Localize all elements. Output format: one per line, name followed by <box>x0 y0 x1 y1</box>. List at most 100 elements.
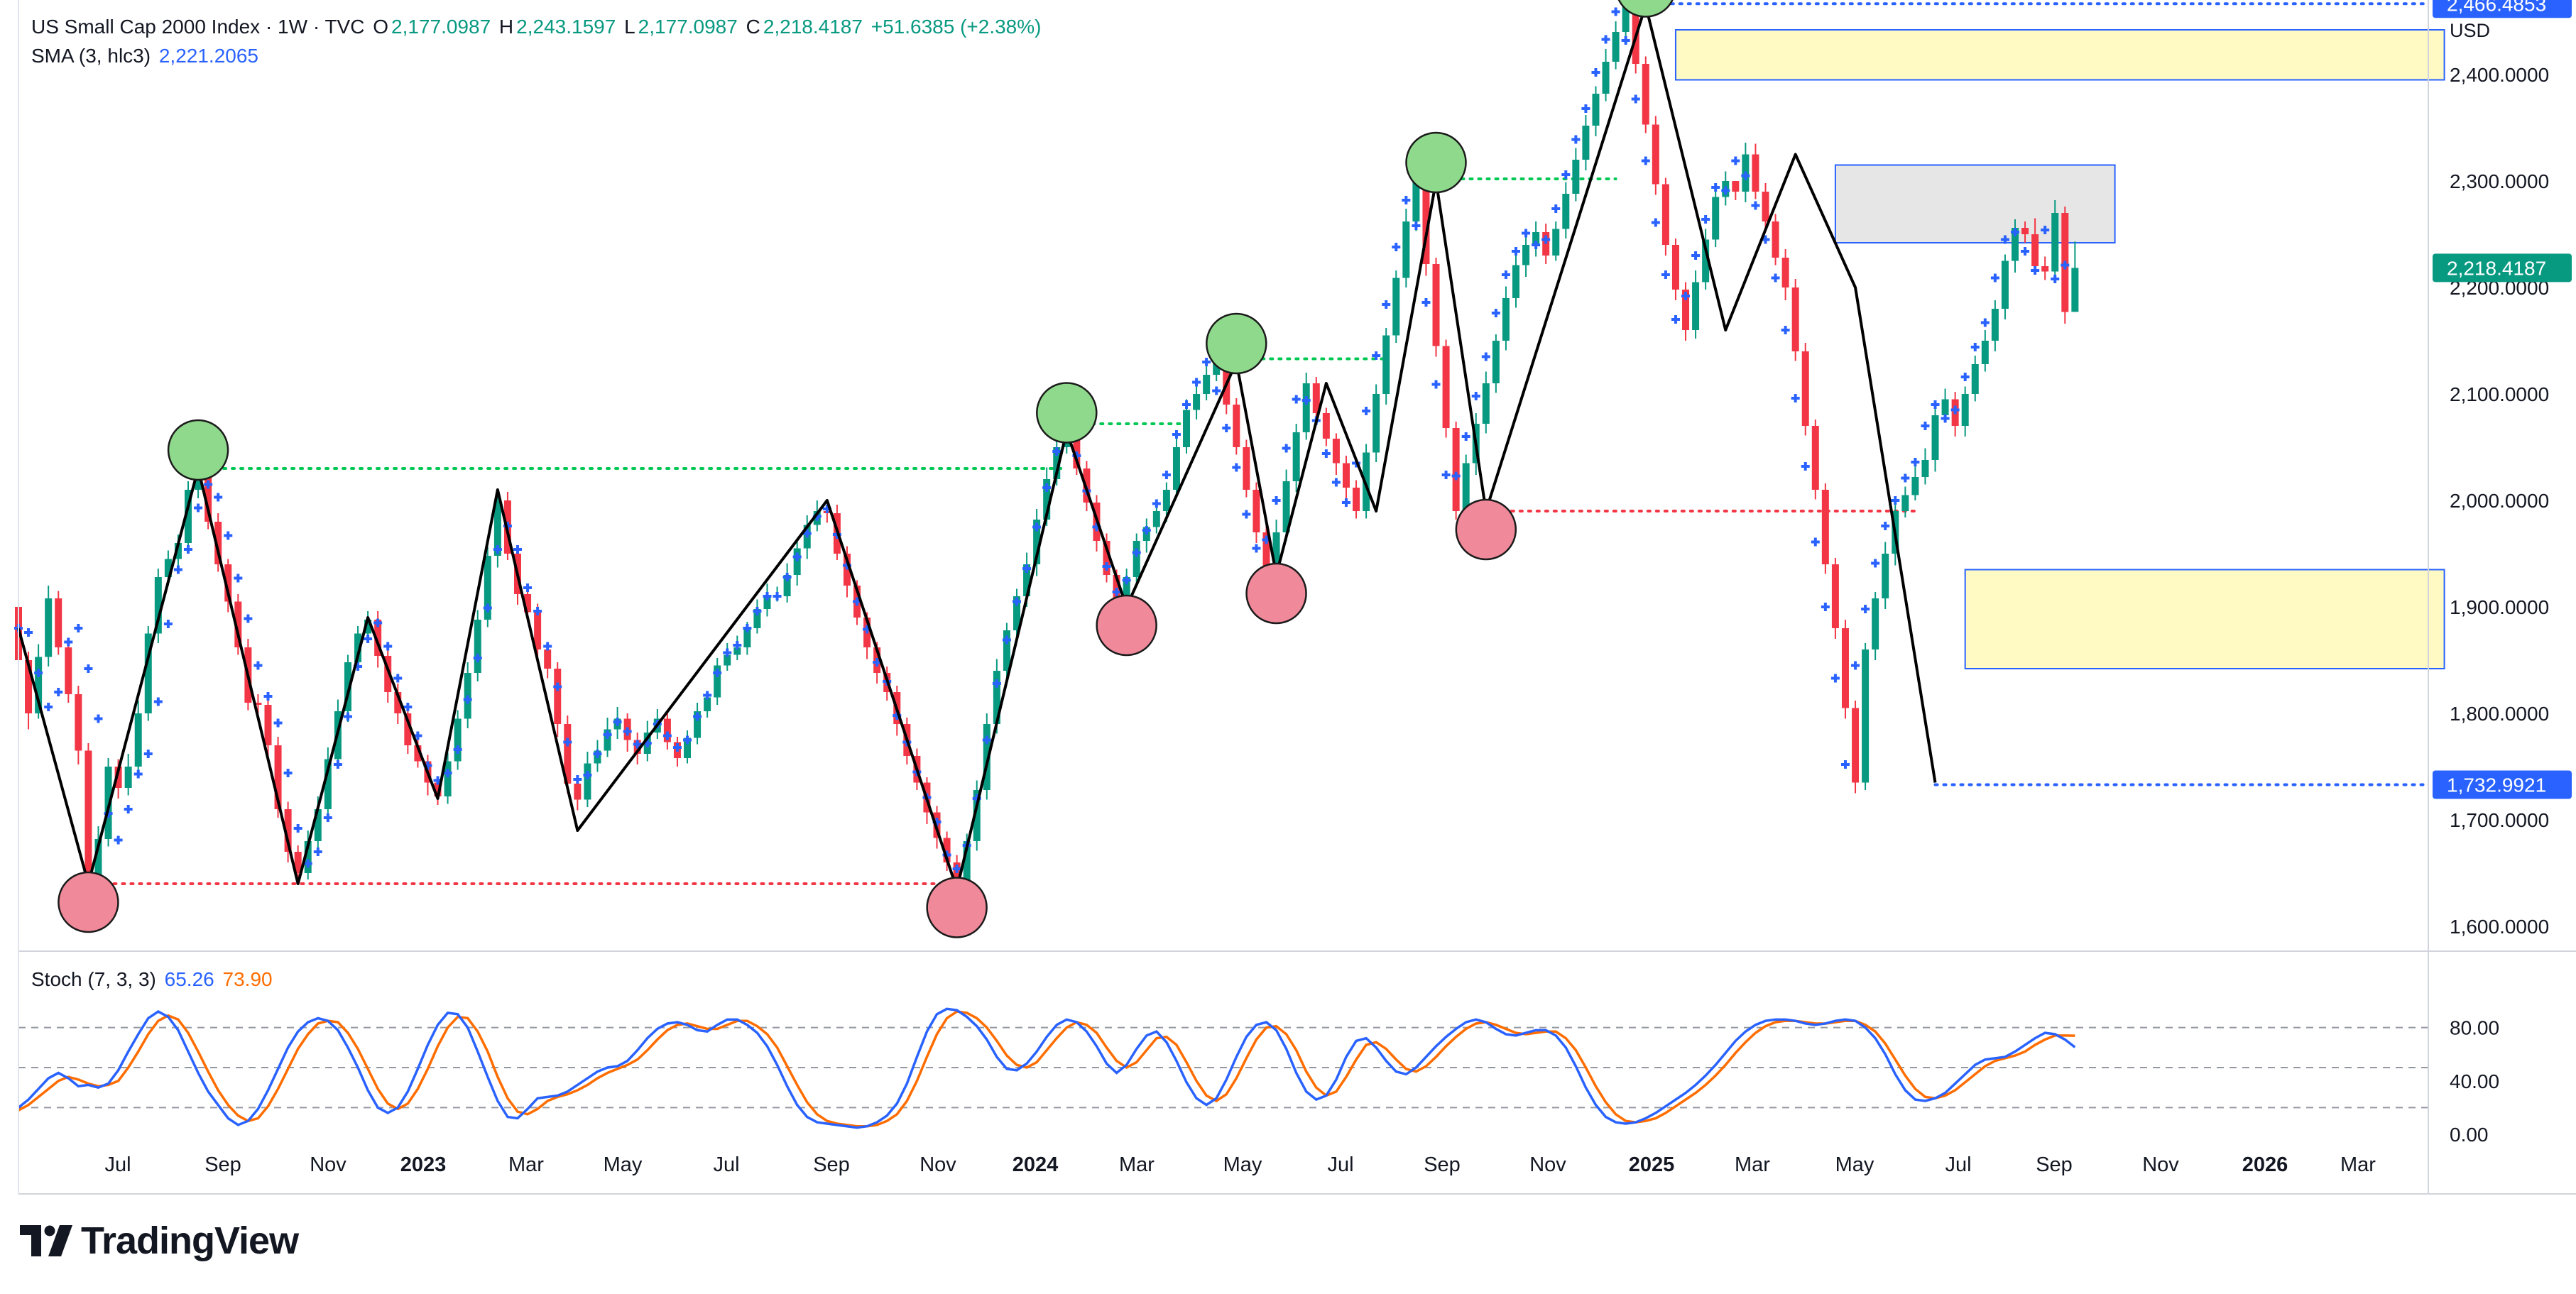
candle-body <box>1921 460 1929 477</box>
candle-body <box>1582 126 1590 160</box>
candle <box>254 694 262 713</box>
candle-body <box>1312 383 1320 413</box>
candle-body <box>174 543 182 559</box>
open-key: O <box>373 16 388 38</box>
candle-body <box>1622 5 1630 32</box>
candle <box>454 710 462 770</box>
candle <box>1572 148 1580 202</box>
sma-point <box>1581 104 1590 113</box>
sma-point <box>792 552 802 561</box>
candle <box>1033 509 1041 576</box>
sma-point <box>143 750 153 758</box>
currency-label[interactable]: USD <box>2450 20 2491 41</box>
sma-point <box>1152 499 1161 508</box>
candle-body <box>1023 564 1031 596</box>
candle-body <box>1882 554 1889 598</box>
candle <box>2041 256 2049 280</box>
candle-body <box>1372 394 1380 453</box>
sma-point <box>153 697 163 706</box>
candle-body <box>1612 32 1620 62</box>
candle <box>1332 433 1340 475</box>
sma-point <box>2021 247 2030 256</box>
candle <box>1282 469 1290 541</box>
candle <box>65 639 72 703</box>
candle-body <box>1781 258 1789 287</box>
candle <box>493 493 501 568</box>
tradingview-logo[interactable]: TradingView <box>20 1219 299 1262</box>
sma-point <box>1212 386 1221 395</box>
ohlc-legend: US Small Cap 2000 Index · 1W · TVC O 2,17… <box>31 16 1044 38</box>
candle-body <box>1233 405 1240 447</box>
candle-body <box>1203 375 1211 394</box>
candle <box>1811 420 1819 500</box>
candle <box>1702 229 1710 290</box>
candle-body <box>1991 309 1999 341</box>
open-value: 2,177.0987 <box>391 16 491 38</box>
sma-point <box>593 750 602 758</box>
candle-body <box>1073 431 1081 468</box>
sma-point <box>753 607 762 615</box>
candle-body <box>544 649 552 669</box>
sma-point <box>1840 760 1850 769</box>
sma-point <box>1791 394 1800 402</box>
candle-body <box>314 809 322 841</box>
candle-body <box>743 628 751 647</box>
candle-body <box>943 838 951 862</box>
candle <box>1991 300 1999 351</box>
sma-point <box>1272 496 1281 505</box>
sma-point <box>493 545 502 554</box>
sma-point <box>1013 597 1021 606</box>
candle-body <box>1502 298 1510 341</box>
symbol-title[interactable]: US Small Cap 2000 Index · 1W · TVC <box>31 16 365 38</box>
sma-point <box>64 637 73 647</box>
sma-point <box>1980 318 1990 327</box>
candle-body <box>1243 447 1250 490</box>
swing-low-circle <box>926 877 988 938</box>
candle <box>414 737 422 768</box>
sma-point <box>1741 171 1750 180</box>
sma-point <box>1431 380 1441 389</box>
sma-point <box>1421 298 1431 307</box>
sma-point <box>1441 471 1451 479</box>
candle-body <box>1961 394 1969 426</box>
sma-point <box>1821 603 1830 611</box>
candle <box>84 743 92 894</box>
stoch-legend[interactable]: Stoch (7, 3, 3) 65.26 73.90 <box>31 968 275 991</box>
candle <box>484 547 491 627</box>
sma-point <box>1471 392 1480 400</box>
candle-body <box>1213 362 1221 375</box>
candle <box>1233 398 1240 455</box>
candle <box>324 747 332 820</box>
swing-low-circle <box>1245 562 1307 625</box>
sma-point <box>952 865 961 873</box>
candle <box>1402 209 1410 287</box>
candle-body <box>663 718 671 742</box>
candle-body <box>1462 463 1470 511</box>
sma-point <box>1891 496 1900 505</box>
candle-body <box>2031 234 2039 266</box>
candle-body <box>584 763 591 800</box>
candle <box>1642 56 1649 133</box>
sma-point <box>1162 471 1171 479</box>
zigzag-layer <box>17 4 1937 891</box>
sma-point <box>1901 473 1910 483</box>
swing-high-circle <box>1036 382 1098 444</box>
candle <box>564 715 572 794</box>
sma-point <box>1731 156 1740 165</box>
sma-point <box>333 760 342 769</box>
price-badge <box>2433 0 2572 18</box>
sma-point <box>603 730 612 739</box>
price-tick-label: 1,800.0000 <box>2450 703 2549 725</box>
sma-legend[interactable]: SMA (3, hlc3) 2,221.2065 <box>31 45 261 67</box>
sma-point <box>483 603 492 613</box>
candle <box>1203 366 1211 400</box>
price-badge-label: 2,466.4853 <box>2447 0 2546 15</box>
candle <box>1911 466 1919 500</box>
sma-point <box>2051 275 2060 283</box>
time-tick-label: Sep <box>813 1153 850 1176</box>
sma-point <box>1032 522 1042 532</box>
candle-body <box>384 656 392 692</box>
candle-body <box>2051 213 2059 272</box>
candle-body <box>1452 428 1460 511</box>
time-tick-label: Sep <box>204 1153 241 1176</box>
